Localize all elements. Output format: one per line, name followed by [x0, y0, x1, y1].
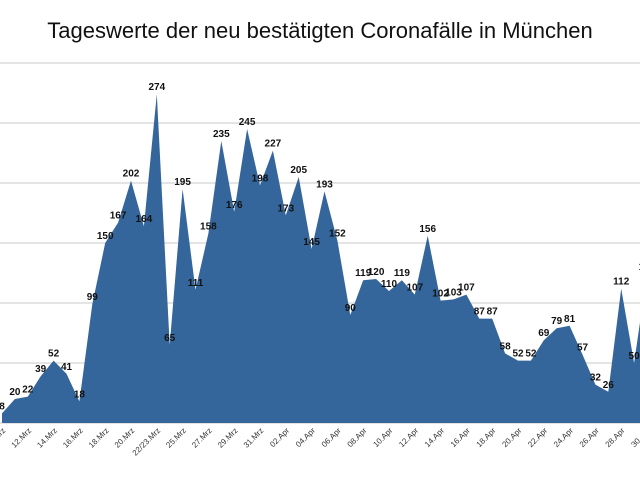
- x-tick-label: 02.Apr: [268, 426, 291, 449]
- data-label: 18: [74, 389, 86, 400]
- data-label: 99: [87, 292, 99, 303]
- data-label: 57: [577, 343, 589, 354]
- data-label: 52: [525, 349, 537, 360]
- x-tick-label: Mrz: [0, 426, 7, 442]
- x-tick-label: 06.Apr: [320, 426, 343, 449]
- x-tick-label: 08.Apr: [346, 426, 369, 449]
- data-label: 152: [329, 229, 346, 240]
- data-label: 195: [174, 177, 191, 188]
- data-label: 173: [277, 203, 294, 214]
- x-tick-label: 14.Mrz: [35, 426, 59, 450]
- data-label: 52: [512, 349, 524, 360]
- data-label: 167: [110, 211, 127, 222]
- x-tick-label: 16.Apr: [449, 426, 472, 449]
- x-tick-label: 18.Apr: [475, 426, 498, 449]
- data-label: 112: [613, 277, 630, 288]
- x-tick-label: 27.Mrz: [190, 426, 214, 450]
- x-tick-label: 16.Mrz: [61, 426, 85, 450]
- data-label: 41: [61, 362, 73, 373]
- data-labels: 820 2239524118991501672021642746519511115…: [0, 82, 640, 412]
- data-label: 119: [355, 268, 372, 279]
- x-tick-label: 20.Mrz: [113, 426, 137, 450]
- data-label: 176: [226, 200, 243, 211]
- data-label: 107: [406, 283, 423, 294]
- x-tick-label: 12.Apr: [397, 426, 420, 449]
- data-label: 22: [22, 385, 34, 396]
- x-tick-label: 26.Apr: [578, 426, 601, 449]
- data-label: 198: [252, 173, 269, 184]
- data-label: 156: [419, 224, 436, 235]
- x-tick-label: 28.Apr: [604, 426, 627, 449]
- area-layer: [2, 94, 640, 423]
- data-label: 58: [500, 341, 512, 352]
- data-label: 107: [458, 283, 475, 294]
- data-label: 235: [213, 129, 230, 140]
- data-label: 79: [551, 316, 563, 327]
- data-label: 274: [148, 82, 165, 93]
- data-label: 90: [345, 303, 357, 314]
- data-label: 8: [0, 401, 5, 412]
- data-label: 39: [35, 364, 47, 375]
- data-label: 87: [474, 307, 486, 318]
- data-label: 111: [188, 278, 204, 289]
- data-label: 245: [239, 117, 256, 128]
- data-label: 202: [123, 169, 140, 180]
- data-label: 120: [368, 267, 385, 278]
- data-label: 26: [603, 380, 615, 391]
- data-label: 124: [639, 262, 640, 273]
- area-series: [2, 94, 640, 423]
- x-tick-label: 12.Mrz: [10, 426, 34, 450]
- x-tick-label: 22/23.Mrz: [131, 426, 163, 458]
- x-tick-labels: Mrz 12.Mrz 14.Mrz 16.Mrz 18.Mrz 20.Mrz22/23.M…: [0, 426, 640, 458]
- x-tick-label: 18.Mrz: [87, 426, 111, 450]
- data-label: 50: [629, 351, 640, 362]
- x-tick-label: 24.Apr: [552, 426, 575, 449]
- data-label: 119: [394, 268, 411, 279]
- data-label: 227: [265, 139, 282, 150]
- data-label: 20: [9, 387, 21, 398]
- data-label: 65: [164, 333, 176, 344]
- x-tick-label: 30.Apr: [629, 426, 640, 449]
- data-label: 103: [445, 287, 462, 298]
- x-tick-label: 14.Apr: [423, 426, 446, 449]
- data-label: 145: [303, 237, 320, 248]
- data-label: 158: [200, 221, 217, 232]
- x-tick-label: 10.Apr: [371, 426, 394, 449]
- data-label: 193: [316, 179, 333, 190]
- x-tick-label: 22.Apr: [526, 426, 549, 449]
- x-tick-label: 20.Apr: [500, 426, 523, 449]
- data-label: 205: [290, 165, 307, 176]
- data-label: 69: [538, 328, 550, 339]
- x-tick-label: 31.Mrz: [242, 426, 266, 450]
- x-tick-label: 29.Mrz: [216, 426, 240, 450]
- x-tick-label: 25.Mrz: [164, 426, 188, 450]
- x-tick-label: 04.Apr: [294, 426, 317, 449]
- data-label: 32: [590, 373, 602, 384]
- data-label: 164: [136, 214, 153, 225]
- data-label: 87: [487, 307, 499, 318]
- chart-title: Tageswerte der neu bestätigten Coronafäl…: [47, 18, 593, 43]
- data-label: 52: [48, 349, 60, 360]
- data-label: 102: [432, 289, 449, 300]
- data-label: 150: [97, 231, 114, 242]
- data-label: 81: [564, 314, 576, 325]
- data-label: 110: [381, 279, 398, 290]
